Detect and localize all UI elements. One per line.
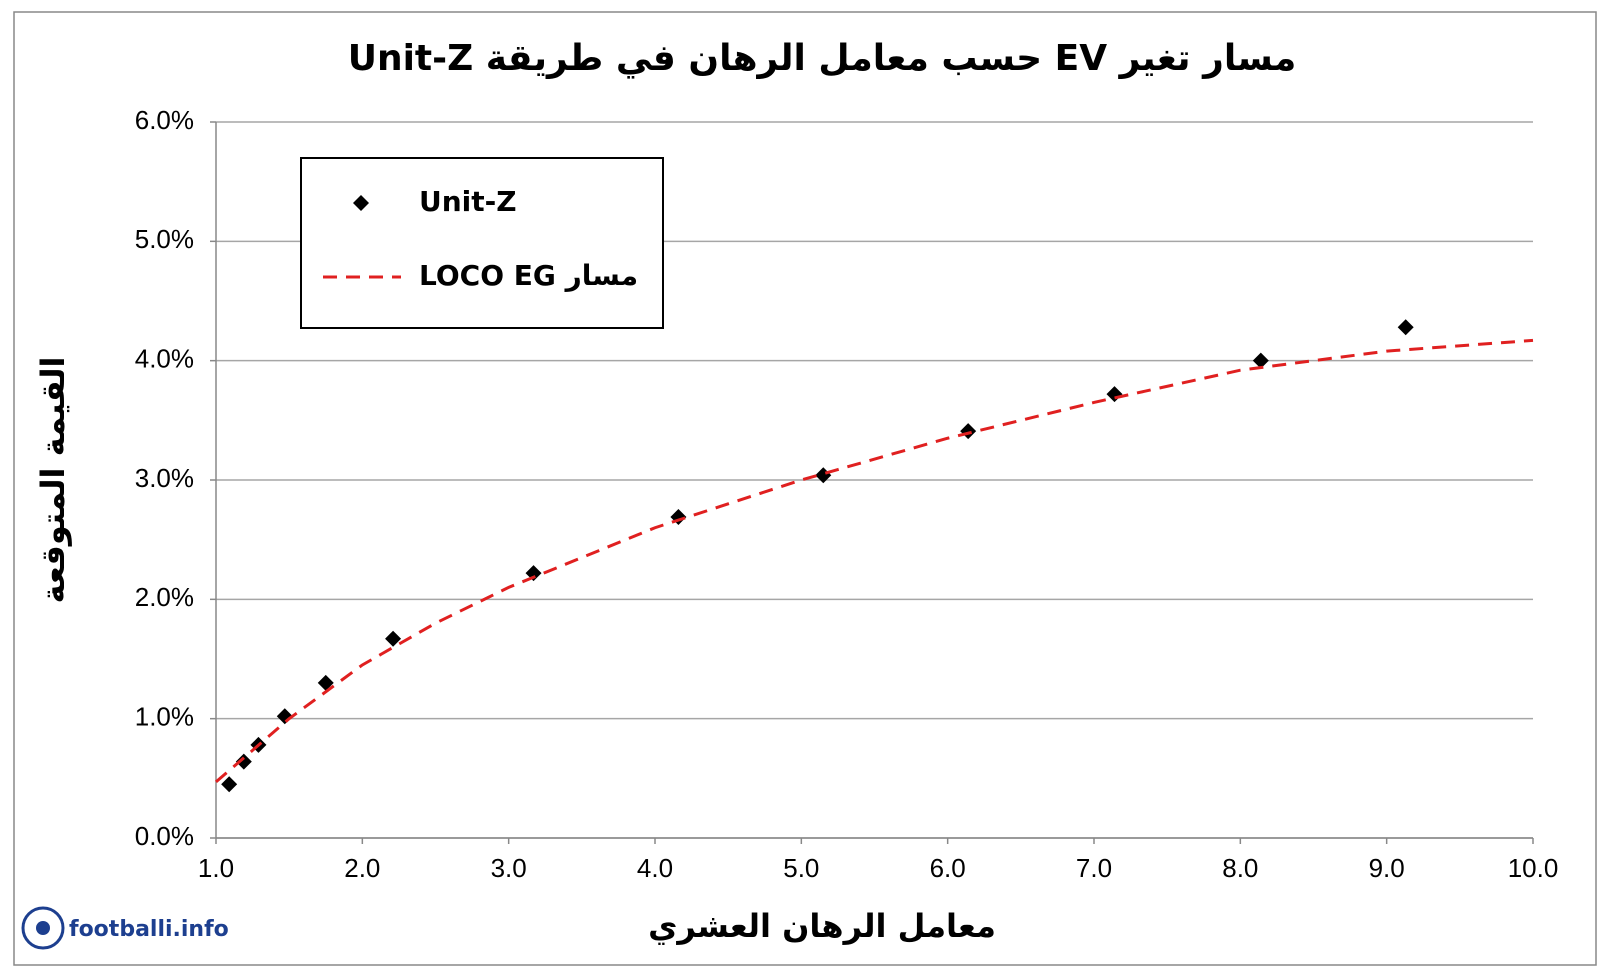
x-tick-label: 6.0 xyxy=(930,853,966,883)
x-tick-label: 2.0 xyxy=(344,853,380,883)
data-point xyxy=(317,674,334,691)
y-tick-label: 4.0% xyxy=(135,344,194,374)
data-point xyxy=(525,565,542,582)
x-axis-label: معامل الرهان العشري xyxy=(648,907,996,945)
data-point xyxy=(221,776,238,793)
y-tick-label: 6.0% xyxy=(135,105,194,135)
trend-line xyxy=(215,338,1534,784)
y-tick-label: 5.0% xyxy=(135,224,194,254)
legend: Unit-Z مسار LOCO EG xyxy=(300,157,664,329)
y-tick-label: 0.0% xyxy=(135,821,194,851)
y-axis-label: القيمة المتوقعة xyxy=(34,356,72,603)
y-tick-label: 3.0% xyxy=(135,463,194,493)
x-tick-label: 8.0 xyxy=(1222,853,1258,883)
legend-box xyxy=(300,157,664,329)
x-tick-label: 5.0 xyxy=(783,853,819,883)
data-point xyxy=(235,753,252,770)
frame xyxy=(13,11,1597,966)
logo: footballi.info xyxy=(21,906,229,950)
legend-label: مسار LOCO EG xyxy=(419,259,638,292)
legend-marker xyxy=(353,195,369,211)
chart-title: مسار تغير EV حسب معامل الرهان في طريقة U… xyxy=(348,38,1297,79)
watermark: footballi.info xyxy=(69,917,229,942)
data-point xyxy=(385,630,402,647)
x-tick-label: 3.0 xyxy=(491,853,527,883)
data-point xyxy=(1397,319,1414,336)
y-tick-label: 1.0% xyxy=(135,702,194,732)
x-tick-label: 9.0 xyxy=(1369,853,1405,883)
y-tick-label: 2.0% xyxy=(135,582,194,612)
x-tick-label: 10.0 xyxy=(1508,853,1559,883)
logo-icon-center xyxy=(36,921,50,935)
legend-label: Unit-Z xyxy=(419,185,517,218)
x-tick-label: 4.0 xyxy=(637,853,673,883)
x-tick-label: 1.0 xyxy=(198,853,234,883)
x-tick-label: 7.0 xyxy=(1076,853,1112,883)
data-point xyxy=(1252,352,1269,369)
